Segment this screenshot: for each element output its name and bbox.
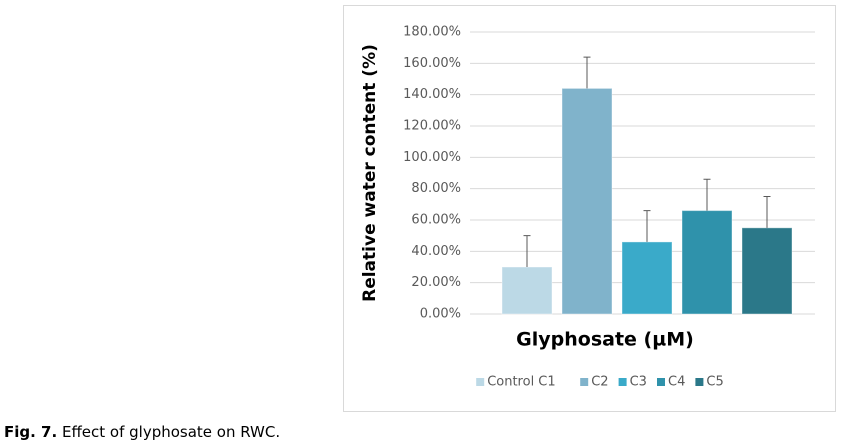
legend-label: Control C1 [487,375,555,390]
x-axis-label: Glyphosate (µM) [516,329,694,351]
y-tick-label: 20.00% [411,275,461,290]
legend-swatch [618,378,627,386]
bar [561,87,613,315]
bar [501,266,553,315]
y-tick-label: 120.00% [403,119,461,134]
legend-label: C5 [706,375,723,390]
caption-label: Fig. 7. [4,423,58,441]
legend-label: C2 [591,375,608,390]
y-tick-label: 60.00% [411,213,461,228]
bar [621,241,673,315]
chart: Relative water content (%) Glyphosate (µ… [343,5,836,412]
y-axis-label: Relative water content (%) [360,44,380,302]
y-tick-label: 40.00% [411,244,461,259]
y-tick-label: 100.00% [403,150,461,165]
y-tick-label: 140.00% [403,87,461,102]
bar [681,210,733,315]
legend-swatch [657,378,665,386]
y-tick-label: 0.00% [420,307,461,322]
error-bar [763,196,771,228]
legend-swatch [580,378,589,386]
legend-swatch [476,378,485,386]
y-tick-label: 160.00% [403,56,461,71]
legend-label: C4 [668,375,685,390]
bar [741,227,793,315]
legend-swatch [695,378,704,386]
error-bar [523,235,531,267]
error-bar [703,178,711,211]
caption: Fig. 7. Effect of glyphosate on RWC. [4,423,280,441]
legend-label: C3 [630,375,647,390]
caption-text: Effect of glyphosate on RWC. [61,423,281,441]
error-bar [583,56,591,89]
y-tick-label: 80.00% [411,181,461,196]
error-bar [643,210,651,242]
y-tick-label: 180.00% [403,25,461,40]
